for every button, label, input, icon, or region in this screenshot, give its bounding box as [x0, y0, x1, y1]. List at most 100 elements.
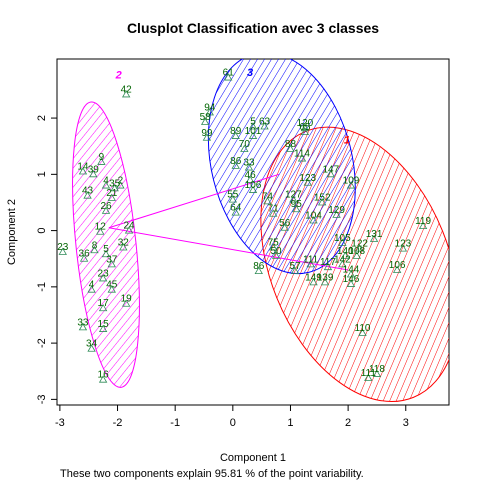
y-axis-label: Component 2 — [6, 199, 18, 265]
data-point-76: 34 — [86, 339, 98, 352]
point-label: 120 — [297, 118, 314, 129]
point-label: 74 — [262, 191, 274, 202]
point-label: 152 — [314, 192, 331, 203]
point-marker — [398, 244, 408, 252]
point-marker — [244, 163, 254, 171]
data-point-43: 56 — [279, 218, 291, 231]
data-point-63: 57 — [290, 261, 302, 275]
point-marker — [78, 167, 88, 175]
data-point-70: 45 — [106, 280, 118, 293]
point-marker — [101, 181, 111, 189]
point-label: 46 — [245, 170, 257, 181]
data-point-11: 101 — [245, 126, 262, 139]
data-point-54: 50 — [270, 246, 282, 259]
point-marker — [332, 210, 341, 218]
point-marker — [97, 157, 106, 165]
data-point-31: 74 — [262, 191, 274, 205]
data-point-71: 19 — [121, 294, 133, 307]
cluster-ellipse-3 — [207, 59, 356, 275]
point-label: 23 — [98, 268, 110, 279]
data-point-59: 111 — [303, 254, 319, 268]
point-marker — [240, 144, 249, 152]
point-label: 129 — [328, 205, 345, 216]
data-point-68: 146 — [343, 274, 360, 287]
point-marker — [231, 131, 240, 139]
point-label: 61 — [223, 68, 235, 79]
data-point-53: 5 — [101, 244, 111, 258]
point-marker — [58, 247, 67, 255]
point-marker — [202, 133, 212, 141]
y-axis: -3 -2 -1 0 1 2 — [36, 115, 57, 404]
point-label: 2 — [118, 176, 124, 187]
data-point-17: 33 — [243, 158, 255, 171]
data-point-15: 9 — [97, 152, 106, 165]
point-label: 86 — [253, 261, 265, 272]
point-label: 122 — [351, 239, 368, 250]
point-marker — [364, 373, 373, 381]
data-point-19: 39 — [88, 164, 100, 178]
cluster-label-2: 2 — [115, 70, 122, 82]
data-point-51: 75 — [268, 237, 280, 251]
point-label: 34 — [86, 339, 98, 350]
data-point-12: 88 — [285, 139, 296, 152]
point-marker — [338, 260, 347, 268]
chart-title: Clusplot Classification avec 3 classes — [127, 20, 379, 36]
point-label: 105 — [334, 233, 351, 244]
point-marker — [101, 206, 111, 214]
point-label: 33 — [243, 158, 255, 169]
point-label: 117 — [320, 257, 336, 268]
point-label: 75 — [268, 237, 280, 248]
data-point-39: 104 — [305, 210, 322, 224]
y-tick-label--2: -2 — [36, 338, 48, 348]
point-label: 5 — [103, 244, 109, 255]
point-label: 32 — [118, 237, 130, 248]
x-tick-label--1: -1 — [170, 417, 180, 429]
point-marker — [303, 178, 312, 186]
data-point-75: 110 — [355, 323, 371, 336]
data-point-42: 12 — [95, 222, 106, 235]
point-label: 57 — [290, 261, 302, 272]
data-point-24: 4 — [101, 176, 111, 189]
point-label: 106 — [389, 260, 406, 271]
point-label: 55 — [227, 190, 239, 201]
point-label: 24 — [123, 221, 135, 232]
point-marker — [260, 122, 269, 130]
data-point-34: 26 — [100, 201, 112, 214]
point-marker — [355, 244, 364, 252]
point-label: 146 — [343, 274, 360, 285]
data-point-20: 147 — [322, 164, 340, 178]
point-label: 39 — [88, 164, 100, 175]
point-marker — [290, 266, 300, 275]
y-tick-label--3: -3 — [36, 394, 48, 404]
chart-footnote: These two components explain 95.81 % of … — [60, 468, 364, 480]
point-label: 86 — [230, 156, 242, 167]
point-label: 70 — [239, 139, 251, 150]
point-marker — [300, 123, 310, 132]
cluster-connectors — [108, 173, 349, 271]
x-axis: -3 -2 -1 0 1 2 3 — [55, 405, 409, 429]
point-marker — [263, 197, 272, 205]
point-label: 15 — [98, 319, 110, 330]
x-tick-label-1: 1 — [287, 417, 293, 429]
point-marker — [83, 191, 92, 199]
point-label: 71 — [268, 204, 280, 215]
data-point-4: 58 — [200, 112, 211, 125]
y-tick-label-1: 1 — [36, 171, 48, 177]
point-label: 149 — [305, 272, 322, 283]
point-marker — [231, 208, 240, 216]
point-label: 19 — [121, 294, 133, 305]
data-point-2: 42 — [121, 84, 132, 98]
point-marker — [101, 249, 111, 258]
point-marker — [110, 184, 119, 192]
point-label: 108 — [348, 246, 365, 257]
point-marker — [200, 117, 210, 125]
point-marker — [346, 181, 356, 189]
data-point-29: 21 — [106, 188, 118, 201]
point-label: 65 — [299, 122, 311, 133]
data-point-60: 117 — [320, 257, 336, 271]
data-point-47: 123 — [395, 239, 412, 252]
data-point-8: 65 — [299, 122, 311, 136]
data-point-77: 118 — [369, 364, 385, 377]
data-point-66: 149 — [305, 272, 322, 286]
